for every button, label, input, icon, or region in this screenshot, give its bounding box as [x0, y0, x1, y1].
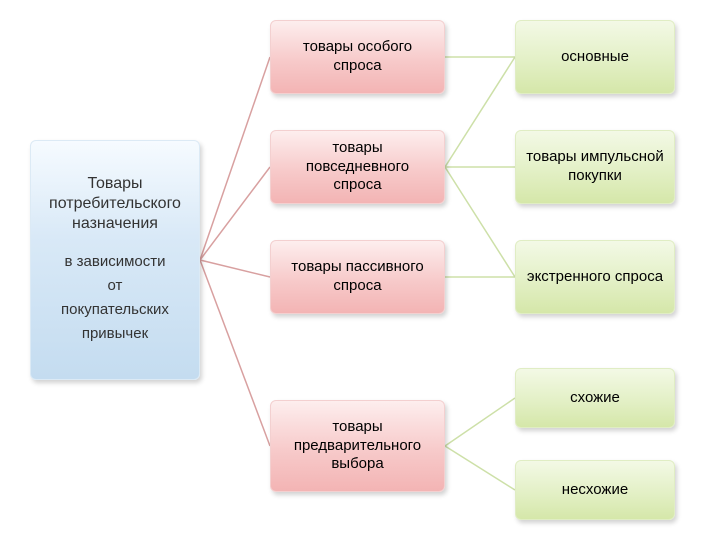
leaf-node-4: схожие [515, 368, 675, 428]
leaf-node-5: несхожие [515, 460, 675, 520]
leaf-label-2: товары импульсной покупки [526, 148, 664, 186]
mid-node-1: товары особого спроса [270, 20, 445, 94]
leaf-label-4: схожие [570, 389, 620, 408]
leaf-label-1: основные [561, 48, 629, 67]
leaf-label-3: экстренного спроса [527, 268, 663, 287]
mid-node-2: товары повседневного спроса [270, 130, 445, 204]
mid-node-3: товары пассивного спроса [270, 240, 445, 314]
leaf-label-5: несхожие [562, 481, 628, 500]
leaf-node-1: основные [515, 20, 675, 94]
mid-label-1: товары особого спроса [281, 38, 434, 76]
root-sub3: покупательских привычек [41, 298, 189, 346]
root-sub2: от [108, 274, 123, 298]
root-sub1: в зависимости [65, 250, 166, 274]
mid-label-3: товары пассивного спроса [281, 258, 434, 296]
mid-label-4: товары предварительного выбора [281, 418, 434, 474]
mid-label-2: товары повседневного спроса [281, 139, 434, 195]
mid-node-4: товары предварительного выбора [270, 400, 445, 492]
leaf-node-2: товары импульсной покупки [515, 130, 675, 204]
leaf-node-3: экстренного спроса [515, 240, 675, 314]
root-node: Товары потребительского назначения в зав… [30, 140, 200, 380]
root-title: Товары потребительского назначения [41, 174, 189, 234]
